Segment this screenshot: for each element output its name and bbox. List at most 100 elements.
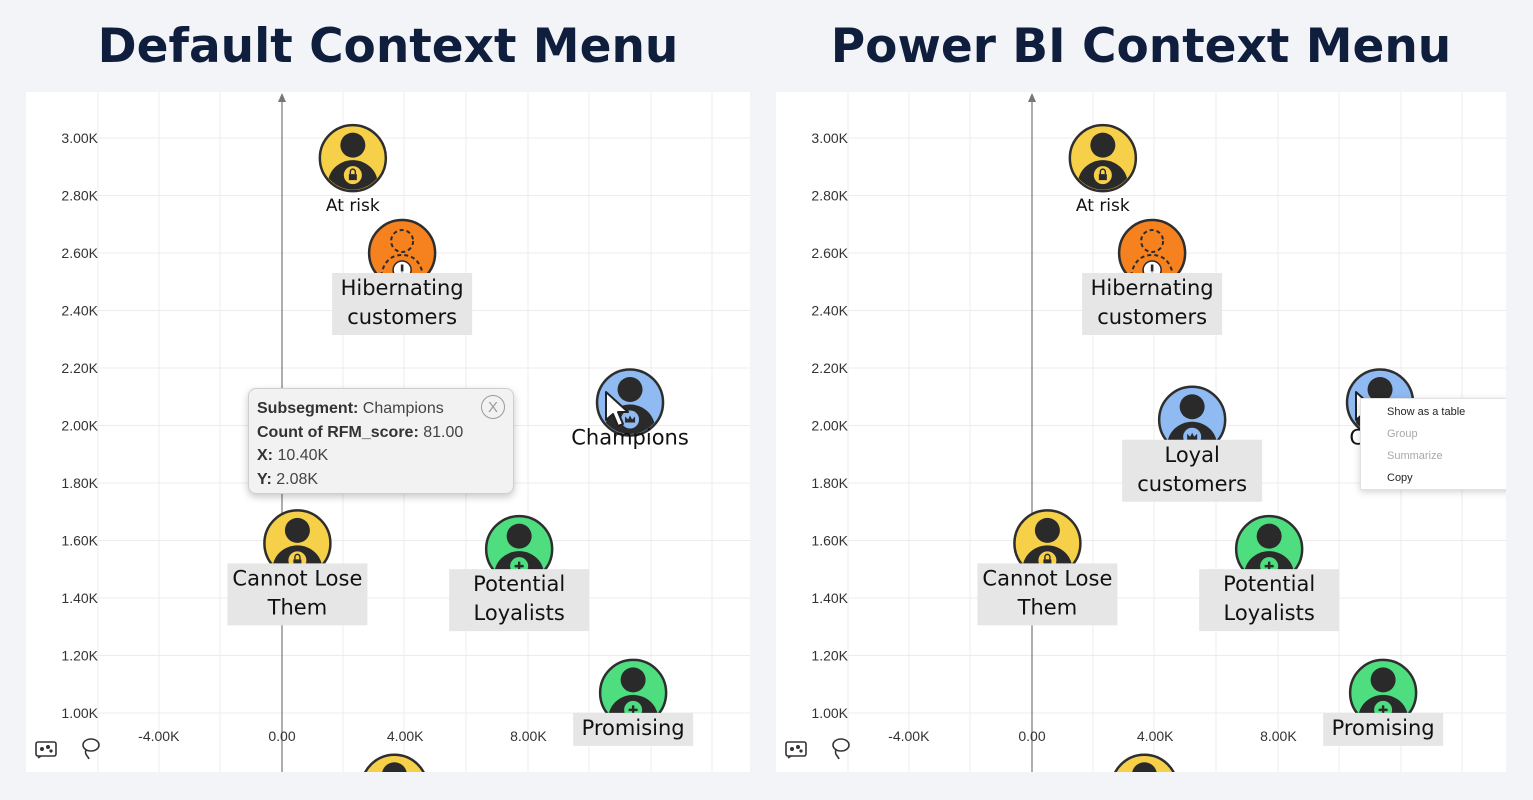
label-background xyxy=(1323,712,1444,746)
tooltip-row-count: Count of RFM_score: 81.00 xyxy=(257,421,505,445)
data-point-unlabeled[interactable] xyxy=(361,753,427,772)
person-icon xyxy=(381,762,407,772)
menu-item-label: Copy xyxy=(1387,472,1413,484)
data-point-promising[interactable]: Promising xyxy=(573,658,694,746)
point-label: Them xyxy=(267,595,328,619)
data-point-potential-loyalists[interactable]: Potential Loyalists xyxy=(1199,514,1340,632)
y-tick-label: 3.00K xyxy=(61,130,98,146)
data-point-loyal-customers[interactable]: Loyal customers xyxy=(1122,385,1263,502)
tooltip-key: Count of RFM_score: xyxy=(257,423,419,441)
x-tick-label: 0.00 xyxy=(1018,728,1045,744)
scatter-chart-power-bi: 1.00K 1.20K 1.40K 1.60K 1.80K 2.00K 2.20K 2.40K… xyxy=(811,92,1506,772)
x-tick-label: -4.00K xyxy=(888,728,930,744)
menu-item-copy[interactable]: Copy› xyxy=(1361,467,1506,489)
point-label: At risk xyxy=(1076,196,1130,216)
lasso-select-icon[interactable] xyxy=(78,736,104,762)
point-label: Them xyxy=(1017,595,1078,619)
y-tick-label: 3.00K xyxy=(811,130,848,146)
x-tick-label: 4.00K xyxy=(387,728,424,744)
label-background xyxy=(573,712,694,746)
tooltip-row-subsegment: Subsegment: Champions xyxy=(257,397,505,421)
label-background xyxy=(332,273,473,335)
y-tick-label: 1.40K xyxy=(61,590,98,606)
y-tick-label: 2.80K xyxy=(61,188,98,204)
label-background xyxy=(1199,569,1340,632)
tooltip-row-x: X: 10.40K xyxy=(257,444,505,468)
point-label: customers xyxy=(347,305,457,329)
person-icon xyxy=(1131,762,1157,772)
data-point-cannot-lose-them[interactable]: Cannot Lose Them xyxy=(977,509,1118,626)
y-tick-label: 1.00K xyxy=(61,705,98,721)
point-label: Potential xyxy=(473,572,565,596)
menu-item-label: Summarize xyxy=(1387,450,1443,462)
y-tick-label: 1.80K xyxy=(811,475,848,491)
point-label: Cannot Lose xyxy=(232,566,362,590)
label-background xyxy=(977,563,1118,626)
focus-mode-icon[interactable] xyxy=(34,736,60,762)
focus-mode-icon[interactable] xyxy=(784,736,810,762)
y-tick-label: 2.40K xyxy=(61,303,98,319)
y-tick-label: 2.00K xyxy=(811,418,848,434)
data-point-hibernating-customers[interactable]: Hibernating customers xyxy=(332,218,473,335)
y-tick-label: 2.20K xyxy=(811,360,848,376)
menu-item-show-as-table[interactable]: Show as a table xyxy=(1361,401,1506,423)
x-tick-label: 8.00K xyxy=(510,728,547,744)
tooltip-key: Y: xyxy=(257,470,272,488)
scatter-chart-panel-default: 1.00K 1.20K 1.40K 1.60K 1.80K 2.00K 2.20K 2.40K… xyxy=(26,92,750,772)
data-point-cannot-lose-them[interactable]: Cannot Lose Them xyxy=(227,509,368,626)
y-tick-label: 1.20K xyxy=(811,648,848,664)
label-background xyxy=(227,563,368,626)
point-label: customers xyxy=(1097,305,1207,329)
point-label: Champions xyxy=(571,426,689,450)
lasso-select-icon[interactable] xyxy=(828,736,854,762)
data-point-potential-loyalists[interactable]: Potential Loyalists xyxy=(449,514,590,632)
data-point-hibernating-customers[interactable]: Hibernating customers xyxy=(1082,218,1223,335)
data-point-tooltip: Subsegment: Champions Count of RFM_score… xyxy=(248,388,514,494)
data-point-unlabeled[interactable] xyxy=(1111,753,1177,772)
data-point-at-risk[interactable]: At risk xyxy=(1068,123,1138,216)
tooltip-value: Champions xyxy=(362,400,444,417)
menu-item-label: Group xyxy=(1387,428,1418,440)
point-label: Potential xyxy=(1223,572,1315,596)
y-tick-label: 1.20K xyxy=(61,648,98,664)
point-label: customers xyxy=(1137,472,1247,496)
x-tick-label: 4.00K xyxy=(1137,728,1174,744)
heading-power-bi-context-menu: Power BI Context Menu xyxy=(830,19,1452,74)
y-tick-label: 2.80K xyxy=(811,188,848,204)
menu-item-summarize: Summarize xyxy=(1361,445,1506,467)
menu-item-label: Show as a table xyxy=(1387,406,1466,418)
tooltip-value: 10.40K xyxy=(277,447,329,464)
tooltip-close-button[interactable]: X xyxy=(481,395,505,419)
y-tick-label: 1.60K xyxy=(61,533,98,549)
point-label: Hibernating xyxy=(1091,276,1214,300)
y-tick-label: 1.80K xyxy=(61,475,98,491)
x-tick-label: 0.00 xyxy=(268,728,295,744)
point-label: Cannot Lose xyxy=(982,566,1112,590)
label-background xyxy=(1082,273,1223,335)
y-tick-label: 2.60K xyxy=(811,245,848,261)
scatter-chart-panel-power-bi: 1.00K 1.20K 1.40K 1.60K 1.80K 2.00K 2.20K 2.40K… xyxy=(776,92,1506,772)
data-point-at-risk[interactable]: At risk xyxy=(318,123,388,216)
y-tick-label: 1.00K xyxy=(811,705,848,721)
x-tick-label: -4.00K xyxy=(138,728,180,744)
tooltip-value: 2.08K xyxy=(276,470,319,488)
tooltip-row-y: Y: 2.08K xyxy=(257,468,505,492)
person-icon xyxy=(1129,229,1176,284)
tooltip-value: 81.00 xyxy=(423,423,464,441)
y-tick-label: 2.40K xyxy=(811,303,848,319)
point-label: Hibernating xyxy=(341,276,464,300)
tooltip-key: Subsegment: xyxy=(257,400,359,417)
point-label: Loyalists xyxy=(474,601,565,625)
point-label: Promising xyxy=(582,716,685,740)
person-icon xyxy=(379,229,426,284)
y-tick-label: 1.60K xyxy=(811,533,848,549)
data-point-promising[interactable]: Promising xyxy=(1323,658,1444,746)
point-label: Loyalists xyxy=(1224,601,1315,625)
y-tick-label: 2.60K xyxy=(61,245,98,261)
label-background xyxy=(1122,439,1263,502)
y-axis-arrow xyxy=(278,93,286,102)
point-label: Promising xyxy=(1332,716,1435,740)
y-tick-label: 1.40K xyxy=(811,590,848,606)
power-bi-context-menu: Show as a table Group Summarize Copy› xyxy=(1360,398,1506,490)
y-tick-label: 2.00K xyxy=(61,418,98,434)
